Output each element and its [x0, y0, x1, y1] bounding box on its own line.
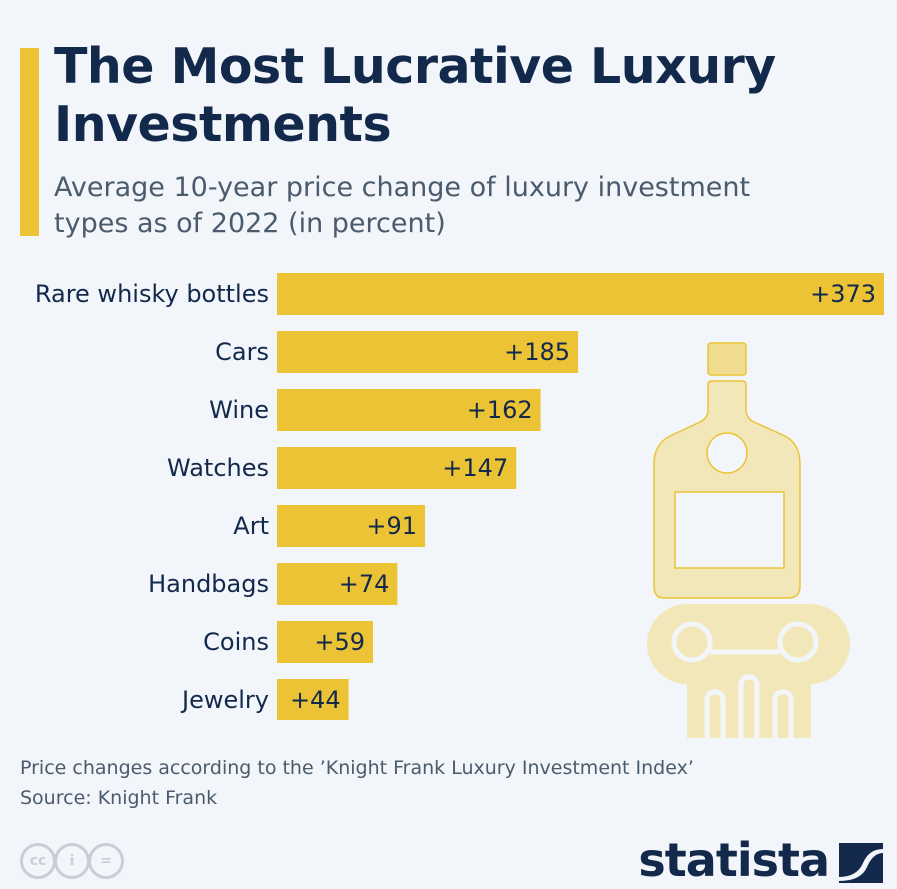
value-label: +74	[339, 570, 390, 598]
chart-title: The Most Lucrative Luxury Investments	[54, 38, 776, 153]
bar-chart: Rare whisky bottles +373 Cars +185 Wine +162 W…	[35, 273, 884, 720]
statista-logo[interactable]: statista	[638, 833, 830, 887]
category-label: Watches	[167, 454, 269, 482]
category-label: Rare whisky bottles	[35, 280, 269, 308]
bar-cars	[277, 331, 579, 373]
bar-handbags	[277, 563, 398, 605]
bar-coins	[277, 621, 374, 663]
category-label: Coins	[203, 628, 269, 656]
bar-art	[277, 505, 426, 547]
by-icon[interactable]: i	[54, 843, 90, 879]
value-label: +373	[810, 280, 876, 308]
chart-subtitle: Average 10-year price change of luxury i…	[54, 172, 751, 239]
bottle-column-illustration	[647, 342, 850, 740]
footnote: Price changes according to the ’Knight F…	[20, 757, 694, 779]
value-label: +185	[504, 338, 570, 366]
category-label: Handbags	[148, 570, 269, 598]
value-label: +162	[467, 396, 533, 424]
category-label: Jewelry	[180, 686, 269, 714]
bar-wine	[277, 389, 541, 431]
category-label: Art	[233, 512, 269, 540]
cc-icon[interactable]: cc	[20, 843, 56, 879]
bar-watches	[277, 447, 517, 489]
nd-icon[interactable]: =	[88, 843, 124, 879]
category-label: Cars	[215, 338, 269, 366]
statista-logo-mark	[839, 843, 883, 883]
value-label: +59	[314, 628, 365, 656]
title-accent-bar	[20, 48, 39, 236]
source: Source: Knight Frank	[20, 787, 218, 809]
value-label: +147	[442, 454, 508, 482]
bar-rare-whisky-bottles	[277, 273, 884, 315]
category-label: Wine	[209, 396, 269, 424]
bar-jewelry	[277, 679, 349, 720]
value-label: +44	[290, 686, 341, 714]
value-label: +91	[366, 512, 417, 540]
